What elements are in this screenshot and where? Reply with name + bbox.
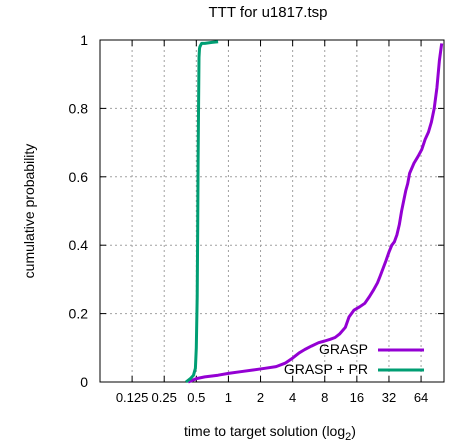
series-line-grasp: [188, 43, 442, 382]
x-tick-label: 8: [321, 390, 328, 405]
x-axis-label-main: time to target solution (log: [184, 423, 345, 439]
x-tick-label: 4: [289, 390, 296, 405]
y-tick-label: 0.6: [69, 169, 89, 185]
x-axis-label: time to target solution (log2): [184, 423, 356, 443]
x-tick-labels: 0.125 0.25 0.5 1 2 4 8 16 32 64: [116, 390, 428, 405]
x-tick-label: 0.5: [187, 390, 205, 405]
legend: GRASP GRASP + PR: [284, 341, 424, 377]
grid-lines: [100, 40, 444, 382]
x-tick-label: 2: [257, 390, 264, 405]
legend-label-grasp: GRASP: [319, 341, 368, 357]
y-tick-label: 0.8: [69, 100, 89, 116]
x-tick-label: 1: [225, 390, 232, 405]
y-tick-label: 0.4: [69, 237, 89, 253]
x-tick-label: 0.125: [116, 390, 149, 405]
x-tick-label: 0.25: [152, 390, 177, 405]
y-tick-label: 0: [80, 374, 88, 390]
y-tick-label: 1: [80, 32, 88, 48]
y-tick-labels: 0 0.2 0.4 0.6 0.8 1: [69, 32, 89, 390]
series-line-grasp-pr: [186, 42, 218, 382]
x-tick-label: 16: [350, 390, 364, 405]
x-tick-label: 32: [382, 390, 396, 405]
chart-title: TTT for u1817.tsp: [209, 4, 328, 21]
legend-label-grasp-pr: GRASP + PR: [284, 361, 368, 377]
plot-frame: [100, 40, 444, 382]
series-lines: [186, 42, 442, 382]
y-tick-label: 0.2: [69, 306, 89, 322]
axis-ticks: [100, 40, 444, 382]
x-axis-label-close: ): [351, 423, 356, 439]
y-axis-label: cumulative probability: [21, 144, 37, 279]
x-tick-label: 64: [414, 390, 428, 405]
